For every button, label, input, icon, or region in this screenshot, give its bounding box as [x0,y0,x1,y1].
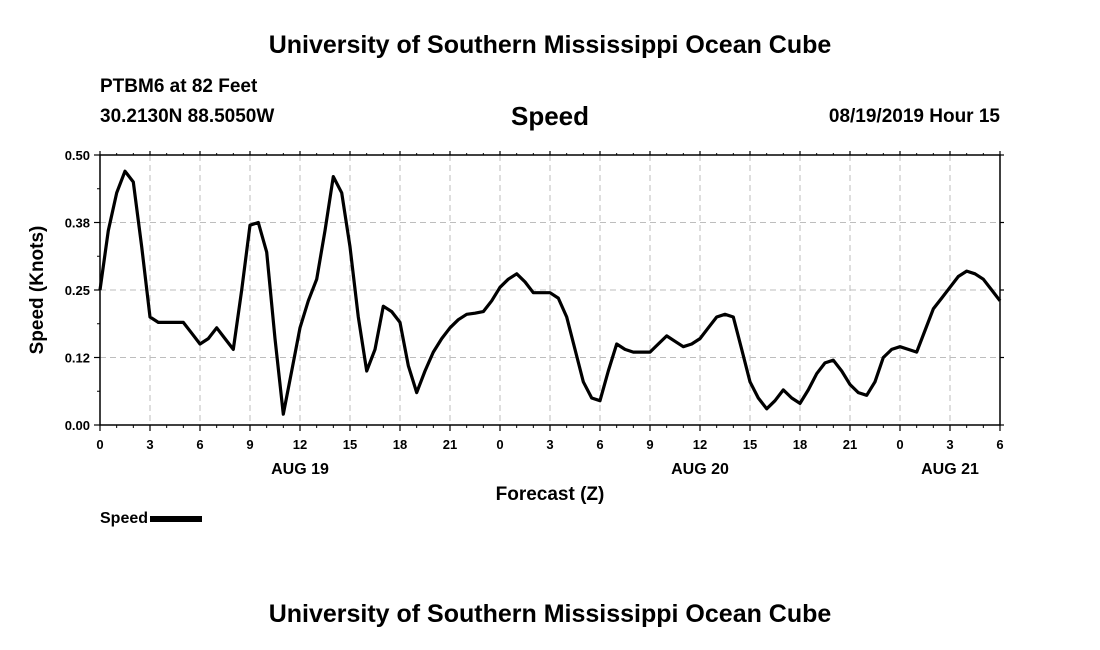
y-axis-title: Speed (Knots) [27,226,48,355]
x-tick-label: 0 [96,437,103,452]
x-tick-label: 18 [793,437,807,452]
x-tick-label: 0 [896,437,903,452]
legend-label: Speed [100,510,149,527]
x-tick-labels: 0 3 6 9 12 15 18 21 0 3 6 9 12 15 18 21 0 3 6 [96,437,1003,452]
x-tick-label: 12 [693,437,707,452]
x-tick-label: 15 [343,437,357,452]
date-label: AUG 19 [271,461,329,478]
station-label: PTBM6 at 82 Feet [100,76,258,97]
y-tick-label: 0.25 [65,283,90,298]
y-tick-label: 0.38 [65,216,90,231]
axis-ticks [94,151,1004,431]
x-tick-label: 3 [546,437,553,452]
x-tick-label: 18 [393,437,407,452]
x-tick-label: 9 [646,437,653,452]
x-tick-label: 12 [293,437,307,452]
x-tick-label: 0 [496,437,503,452]
x-tick-label: 9 [246,437,253,452]
chart-title-top: University of Southern Mississippi Ocean… [268,31,832,59]
legend-swatch [150,516,203,522]
x-tick-label: 21 [443,437,457,452]
x-tick-label: 3 [146,437,153,452]
x-tick-label: 15 [743,437,757,452]
grid-lines [100,155,1000,425]
x-tick-label: 6 [596,437,603,452]
y-tick-label: 0.12 [65,351,90,366]
x-tick-label: 6 [196,437,203,452]
chart-title-bottom: University of Southern Mississippi Ocean… [268,600,832,628]
x-tick-label: 6 [996,437,1003,452]
legend: Speed [100,510,203,528]
y-tick-label: 0.00 [65,418,90,433]
x-axis-title: Forecast (Z) [496,484,605,505]
date-labels: AUG 19 AUG 20 AUG 21 [271,461,979,478]
coordinates-label: 30.2130N 88.5050W [100,106,275,127]
date-label: AUG 21 [921,461,979,478]
y-tick-label: 0.50 [65,148,90,163]
speed-series-line [98,169,1002,416]
y-tick-labels: 0.00 0.12 0.25 0.38 0.50 [65,148,90,433]
x-tick-label: 3 [946,437,953,452]
x-tick-label: 21 [843,437,857,452]
timestamp-label: 08/19/2019 Hour 15 [828,106,1000,127]
date-label: AUG 20 [671,461,729,478]
variable-title: Speed [510,101,590,131]
